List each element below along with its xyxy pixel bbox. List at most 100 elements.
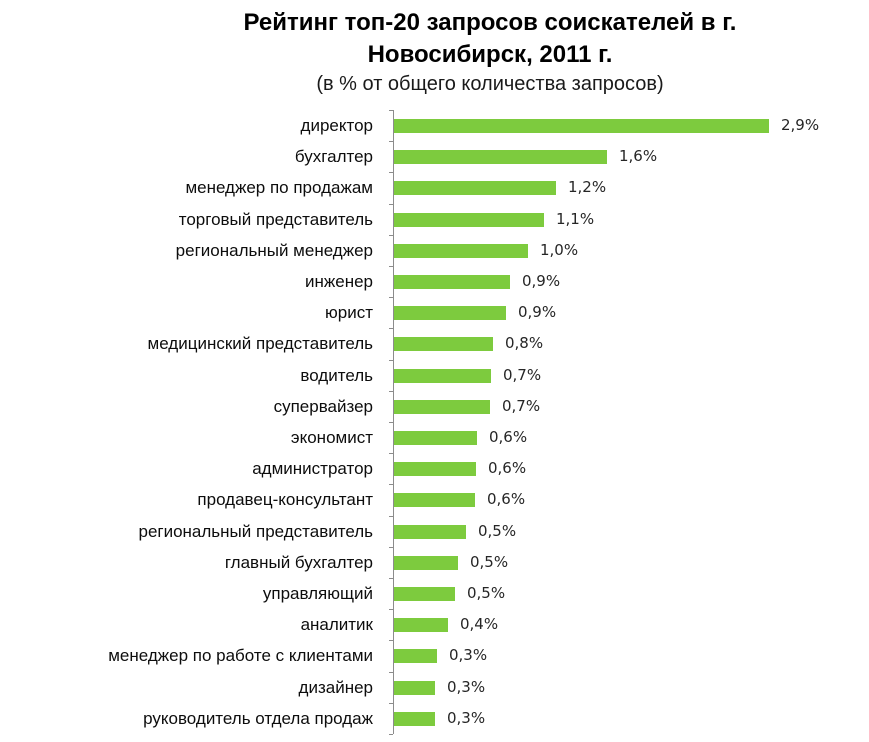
y-axis-tick <box>389 204 393 205</box>
value-label: 1,2% <box>568 178 607 196</box>
data-bar <box>394 369 491 383</box>
data-bar <box>394 649 437 663</box>
data-bar <box>394 400 490 414</box>
value-label: 0,9% <box>518 303 557 321</box>
category-label: администратор <box>252 459 373 478</box>
category-label: супервайзер <box>273 397 373 416</box>
chart-bar-row: менеджер по продажам 1,2% <box>0 172 869 203</box>
value-label: 1,0% <box>540 241 579 259</box>
data-bar <box>394 587 455 601</box>
chart-bar-row: торговый представитель 1,1% <box>0 204 869 235</box>
data-bar <box>394 150 607 164</box>
chart-bar-row: региональный менеджер 1,0% <box>0 235 869 266</box>
chart-bar-row: юрист 0,9% <box>0 297 869 328</box>
value-label: 2,9% <box>781 116 820 134</box>
data-bar <box>394 525 466 539</box>
category-label: торговый представитель <box>178 210 373 229</box>
data-bar <box>394 275 510 289</box>
y-axis-tick <box>389 141 393 142</box>
y-axis-tick <box>389 110 393 111</box>
y-axis-tick <box>389 391 393 392</box>
category-label: управляющий <box>262 584 373 603</box>
value-label: 0,6% <box>487 490 526 508</box>
category-label: директор <box>300 116 373 135</box>
chart-title-line-2: Новосибирск, 2011 г. <box>367 41 613 68</box>
y-axis-tick <box>389 703 393 704</box>
chart-bar-row: экономист 0,6% <box>0 422 869 453</box>
category-label: менеджер по работе с клиентами <box>108 646 373 665</box>
y-axis-tick <box>389 516 393 517</box>
data-bar <box>394 431 477 445</box>
category-label: медицинский представитель <box>147 334 373 353</box>
y-axis-tick <box>389 484 393 485</box>
chart-bar-row: супервайзер 0,7% <box>0 391 869 422</box>
chart-subtitle: (в % от общего количества запросов) <box>316 73 664 95</box>
y-axis-tick <box>389 640 393 641</box>
chart-bar-row: менеджер по работе с клиентами 0,3% <box>0 640 869 671</box>
value-label: 0,5% <box>470 553 509 571</box>
chart-bar-row: медицинский представитель 0,8% <box>0 328 869 359</box>
value-label: 0,7% <box>503 366 542 384</box>
category-label: менеджер по продажам <box>185 178 373 197</box>
chart-bar-row: бухгалтер 1,6% <box>0 141 869 172</box>
y-axis-tick <box>389 734 393 735</box>
y-axis-line <box>393 110 394 734</box>
chart-title-line-1: Рейтинг топ-20 запросов соискателей в г. <box>243 9 737 36</box>
value-label: 0,4% <box>460 615 499 633</box>
category-label: региональный представитель <box>138 522 373 541</box>
value-label: 0,3% <box>449 646 488 664</box>
chart-bar-row: инженер 0,9% <box>0 266 869 297</box>
value-label: 1,6% <box>619 147 658 165</box>
category-label: юрист <box>325 303 373 322</box>
data-bar <box>394 681 435 695</box>
data-bar <box>394 462 476 476</box>
data-bar <box>394 181 556 195</box>
value-label: 0,6% <box>488 459 527 477</box>
value-label: 0,8% <box>505 334 544 352</box>
data-bar <box>394 556 458 570</box>
value-label: 1,1% <box>556 210 595 228</box>
chart-bar-row: главный бухгалтер 0,5% <box>0 547 869 578</box>
y-axis-tick <box>389 453 393 454</box>
category-label: руководитель отдела продаж <box>143 709 373 728</box>
value-label: 0,5% <box>467 584 506 602</box>
category-label: бухгалтер <box>294 147 373 166</box>
value-label: 0,6% <box>489 428 528 446</box>
data-bar <box>394 213 544 227</box>
y-axis-tick <box>389 360 393 361</box>
category-label: продавец-консультант <box>197 490 373 509</box>
category-label: водитель <box>300 366 373 385</box>
y-axis-tick <box>389 609 393 610</box>
category-label: дизайнер <box>298 678 373 697</box>
category-label: аналитик <box>300 615 373 634</box>
data-bar <box>394 119 769 133</box>
chart-bar-row: дизайнер 0,3% <box>0 672 869 703</box>
value-label: 0,9% <box>522 272 561 290</box>
value-label: 0,5% <box>478 522 517 540</box>
y-axis-tick <box>389 328 393 329</box>
data-bar <box>394 618 448 632</box>
data-bar <box>394 244 528 258</box>
chart-bar-row: администратор 0,6% <box>0 453 869 484</box>
y-axis-tick <box>389 547 393 548</box>
chart-bar-row: продавец-консультант 0,6% <box>0 484 869 515</box>
data-bar <box>394 493 475 507</box>
y-axis-tick <box>389 266 393 267</box>
chart-bar-row: директор 2,9% <box>0 110 869 141</box>
chart-bar-row: руководитель отдела продаж 0,3% <box>0 703 869 734</box>
y-axis-tick <box>389 672 393 673</box>
value-label: 0,3% <box>447 678 486 696</box>
category-label: главный бухгалтер <box>224 553 373 572</box>
y-axis-tick <box>389 578 393 579</box>
chart-bar-row: аналитик 0,4% <box>0 609 869 640</box>
value-label: 0,7% <box>502 397 541 415</box>
category-label: экономист <box>290 428 373 447</box>
y-axis-tick <box>389 235 393 236</box>
chart-bar-row: управляющий 0,5% <box>0 578 869 609</box>
category-label: инженер <box>304 272 373 291</box>
chart-bar-row: региональный представитель 0,5% <box>0 516 869 547</box>
y-axis-tick <box>389 172 393 173</box>
y-axis-tick <box>389 422 393 423</box>
data-bar <box>394 712 435 726</box>
